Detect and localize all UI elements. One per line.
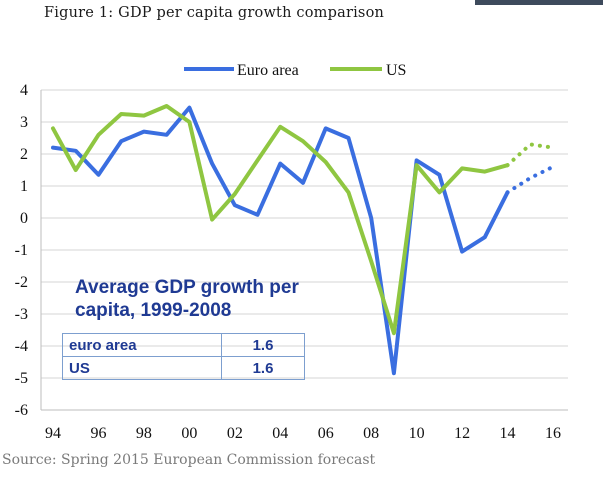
- source-note: Source: Spring 2015 European Commission …: [2, 452, 376, 468]
- forecast-line-us: [505, 142, 555, 168]
- x-tick-label: 08: [363, 425, 379, 442]
- figure-title: Figure 1: GDP per capita growth comparis…: [44, 5, 385, 21]
- inset-label-euro-area: euro area: [62, 333, 222, 357]
- y-tick-label: -2: [15, 274, 28, 291]
- y-tick-label: 0: [20, 210, 28, 227]
- y-tick-label: -6: [15, 402, 28, 419]
- inset-value-us: 1.6: [221, 356, 305, 380]
- inset-title: Average GDP growth per capita, 1999-2008: [75, 277, 299, 321]
- inset-label-us: US: [62, 356, 222, 380]
- y-tick-label: 2: [20, 146, 28, 163]
- inset-row-euro-area: euro area 1.6: [62, 333, 305, 357]
- series-line-euro-area: [51, 105, 510, 376]
- legend-label-us: US: [386, 62, 406, 79]
- forecast-line-euro-area: [505, 164, 555, 195]
- y-tick-label: -5: [15, 370, 28, 387]
- legend-label-euro-area: Euro area: [237, 62, 299, 79]
- series-line-us: [51, 104, 510, 336]
- y-tick-label: -1: [15, 242, 28, 259]
- inset-table: euro area 1.6 US 1.6: [62, 333, 305, 380]
- y-tick-label: 1: [20, 178, 28, 195]
- x-tick-label: 06: [318, 425, 334, 442]
- x-tick-label: 16: [545, 425, 561, 442]
- x-tick-label: 02: [227, 425, 243, 442]
- y-tick-label: -4: [15, 338, 28, 355]
- y-tick-label: -3: [15, 306, 28, 323]
- inset-row-us: US 1.6: [62, 356, 305, 380]
- x-tick-label: 98: [136, 425, 152, 442]
- y-tick-label: 3: [20, 114, 28, 131]
- x-tick-label: 12: [454, 425, 470, 442]
- x-tick-label: 96: [90, 425, 106, 442]
- x-tick-label: 00: [181, 425, 197, 442]
- header-tab-decoration: [475, 0, 603, 5]
- y-tick-label: 4: [20, 82, 28, 99]
- x-tick-label: 14: [500, 425, 516, 442]
- x-tick-label: 94: [45, 425, 61, 442]
- x-tick-label: 04: [272, 425, 288, 442]
- x-tick-label: 10: [409, 425, 425, 442]
- inset-value-euro-area: 1.6: [221, 333, 305, 357]
